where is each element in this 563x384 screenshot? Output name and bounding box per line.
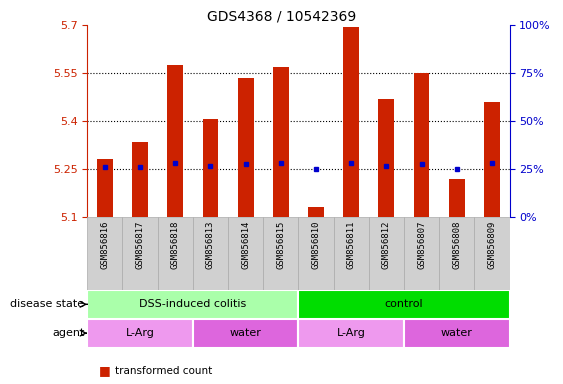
Bar: [439, 217, 474, 290]
Text: control: control: [385, 299, 423, 310]
Text: GDS4368 / 10542369: GDS4368 / 10542369: [207, 10, 356, 23]
Bar: [298, 217, 333, 290]
Bar: [404, 319, 510, 348]
Text: GSM856812: GSM856812: [382, 220, 391, 269]
Text: GSM856818: GSM856818: [171, 220, 180, 269]
Text: GSM856817: GSM856817: [136, 220, 145, 269]
Text: GSM856808: GSM856808: [452, 220, 461, 269]
Text: transformed count: transformed count: [115, 366, 213, 376]
Bar: [123, 217, 158, 290]
Text: GSM856807: GSM856807: [417, 220, 426, 269]
Bar: [298, 290, 510, 319]
Text: agent: agent: [52, 328, 84, 338]
Text: L-Arg: L-Arg: [337, 328, 365, 338]
Bar: [414, 73, 430, 217]
Text: DSS-induced colitis: DSS-induced colitis: [139, 299, 247, 310]
Bar: [132, 142, 148, 217]
Bar: [167, 65, 183, 217]
Bar: [97, 159, 113, 217]
Text: GSM856815: GSM856815: [276, 220, 285, 269]
Text: water: water: [441, 328, 473, 338]
Text: L-Arg: L-Arg: [126, 328, 154, 338]
Bar: [193, 217, 228, 290]
Bar: [308, 207, 324, 217]
Bar: [87, 217, 123, 290]
Bar: [298, 319, 404, 348]
Text: GSM856813: GSM856813: [206, 220, 215, 269]
Text: GSM856809: GSM856809: [488, 220, 497, 269]
Text: disease state: disease state: [10, 299, 84, 310]
Bar: [343, 26, 359, 217]
Text: GSM856814: GSM856814: [241, 220, 250, 269]
Bar: [87, 319, 193, 348]
Bar: [158, 217, 193, 290]
Bar: [193, 319, 298, 348]
Bar: [378, 99, 394, 217]
Text: GSM856810: GSM856810: [311, 220, 320, 269]
Bar: [228, 217, 263, 290]
Bar: [449, 179, 464, 217]
Text: GSM856811: GSM856811: [347, 220, 356, 269]
Bar: [87, 290, 298, 319]
Bar: [273, 66, 289, 217]
Bar: [484, 102, 500, 217]
Bar: [404, 217, 439, 290]
Bar: [203, 119, 218, 217]
Bar: [369, 217, 404, 290]
Text: ■: ■: [99, 364, 110, 377]
Bar: [474, 217, 510, 290]
Text: water: water: [230, 328, 262, 338]
Bar: [263, 217, 298, 290]
Text: GSM856816: GSM856816: [100, 220, 109, 269]
Bar: [238, 78, 253, 217]
Bar: [333, 217, 369, 290]
